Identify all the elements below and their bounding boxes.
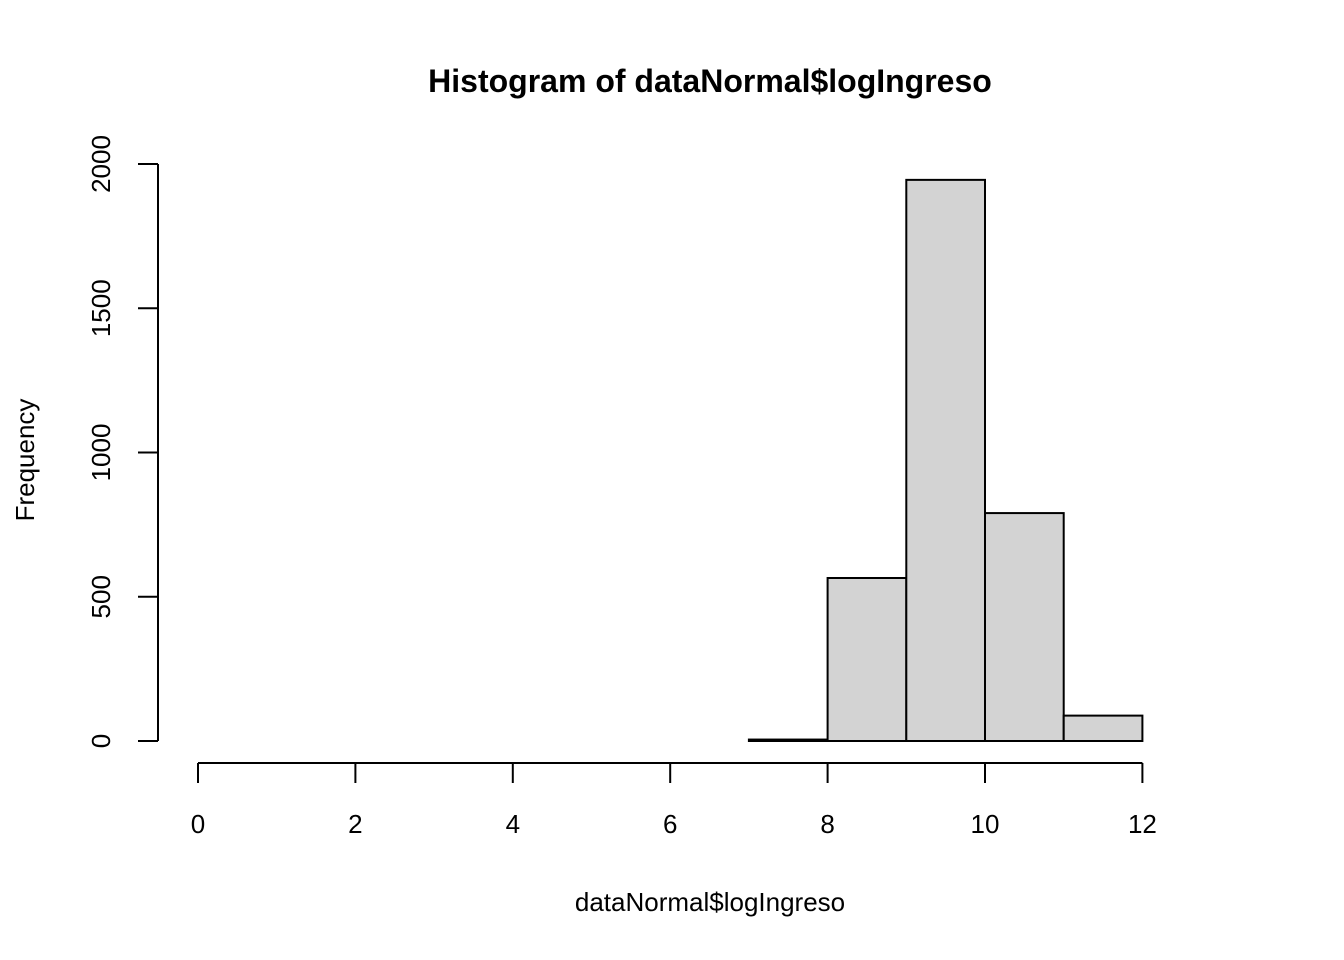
x-tick-label: 6 (663, 809, 677, 839)
x-tick-label: 4 (506, 809, 520, 839)
histogram-bar (984, 512, 1065, 743)
y-axis: 0 500 1000 1500 2000 (86, 135, 159, 748)
y-tick-label: 1000 (86, 424, 116, 482)
y-axis-label: Frequency (10, 399, 40, 522)
histogram-bar (826, 576, 908, 742)
chart-title: Histogram of dataNormal$logIngreso (428, 63, 992, 99)
y-tick-label: 500 (86, 575, 116, 618)
x-tick-label: 2 (348, 809, 362, 839)
x-tick-label: 10 (971, 809, 1000, 839)
x-axis-label: dataNormal$logIngreso (575, 887, 845, 917)
x-tick-label: 0 (191, 809, 205, 839)
histogram-bar (1062, 714, 1144, 742)
x-tick-label: 12 (1128, 809, 1157, 839)
y-tick-label: 0 (86, 734, 116, 748)
y-tick-label: 2000 (86, 135, 116, 193)
histogram-bar (747, 738, 829, 742)
y-tick-label: 1500 (86, 279, 116, 337)
x-tick-label: 8 (820, 809, 834, 839)
histogram-bar (905, 178, 986, 742)
x-axis: 0 2 4 6 8 10 12 (191, 762, 1157, 839)
bars-group (747, 178, 1144, 743)
